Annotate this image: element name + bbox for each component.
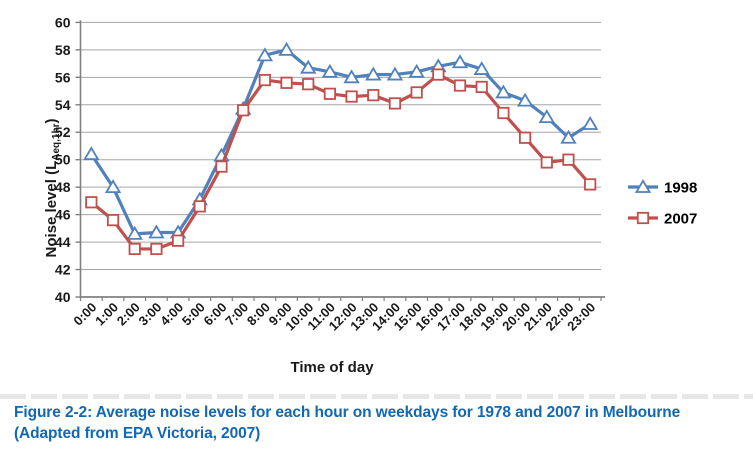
data-point-2007-22:00 xyxy=(562,153,575,166)
data-point-2007-23:00 xyxy=(584,178,597,191)
data-point-2007-3:00 xyxy=(150,242,163,256)
y-tick-label: 60 xyxy=(55,14,71,30)
data-point-2007-0:00 xyxy=(85,196,98,209)
legend-marker-1998 xyxy=(634,179,652,193)
data-point-1998-8:00 xyxy=(256,47,274,62)
data-point-1998-1:00 xyxy=(104,179,122,194)
data-point-2007-13:00 xyxy=(367,89,380,102)
figure-caption: Figure 2-2: Average noise levels for eac… xyxy=(14,402,744,444)
y-axis-title: Noise level (LAeq,1hr) xyxy=(43,119,62,258)
data-point-2007-4:00 xyxy=(171,234,185,247)
noise-level-line-chart: 40424446485052545658600:001:002:003:004:… xyxy=(43,14,697,376)
data-point-2007-1:00 xyxy=(106,214,120,227)
legend-label-2007: 2007 xyxy=(664,211,697,228)
y-tick-label: 42 xyxy=(55,262,71,278)
data-point-2007-2:00 xyxy=(128,242,141,256)
data-point-1998-23:00 xyxy=(581,116,599,130)
y-tick-label: 46 xyxy=(55,207,71,223)
data-point-2007-7:00 xyxy=(237,104,250,117)
data-point-2007-12:00 xyxy=(345,90,358,103)
data-point-2007-15:00 xyxy=(410,86,423,99)
data-point-1998-14:00 xyxy=(386,66,404,81)
data-point-1998-3:00 xyxy=(148,224,165,239)
data-point-1998-11:00 xyxy=(321,63,339,78)
data-point-1998-18:00 xyxy=(473,61,490,75)
chart-area: 40 42 44 46 48 50 52 54 56 58 60 0:00 1:00 2:00 3:00 4:… xyxy=(43,14,697,376)
data-point-1998-17:00 xyxy=(451,54,469,69)
series-line-2007 xyxy=(89,72,592,251)
data-point-2007-5:00 xyxy=(193,200,206,213)
data-point-2007-21:00 xyxy=(540,156,553,169)
data-point-1998-22:00 xyxy=(560,129,577,144)
x-axis-title: Time of day xyxy=(290,359,374,376)
y-tick-label: 44 xyxy=(55,234,71,250)
y-tick-label: 58 xyxy=(55,42,71,58)
legend-marker-2007 xyxy=(636,211,650,225)
data-point-1998-21:00 xyxy=(538,109,555,124)
data-point-1998-0:00 xyxy=(83,146,100,161)
data-point-1998-12:00 xyxy=(343,69,360,84)
data-point-2007-18:00 xyxy=(475,80,488,94)
data-point-1998-20:00 xyxy=(516,92,534,107)
data-point-1998-19:00 xyxy=(495,84,512,99)
data-point-2007-11:00 xyxy=(323,87,337,100)
y-tick-label: 54 xyxy=(55,97,71,113)
data-point-2007-14:00 xyxy=(388,97,402,110)
data-point-1998-13:00 xyxy=(365,66,382,81)
y-tick-label: 56 xyxy=(55,69,71,85)
y-tick-label: 40 xyxy=(55,289,71,305)
data-point-2007-10:00 xyxy=(302,78,315,91)
legend-label-1998: 1998 xyxy=(664,180,697,197)
data-point-2007-9:00 xyxy=(280,76,293,89)
data-point-1998-2:00 xyxy=(126,225,143,240)
data-point-2007-19:00 xyxy=(497,106,510,120)
y-tick-label: 52 xyxy=(55,124,71,140)
data-point-2007-16:00 xyxy=(432,68,445,81)
y-tick-label: 48 xyxy=(55,179,71,195)
figure-caption-line1: Figure 2-2: Average noise levels for eac… xyxy=(14,404,681,421)
figure-caption-line2: (Adapted from EPA Victoria, 2007) xyxy=(14,425,261,442)
data-point-2007-17:00 xyxy=(453,79,467,92)
y-tick-label: 50 xyxy=(55,152,71,168)
data-point-2007-20:00 xyxy=(518,131,532,144)
data-point-2007-6:00 xyxy=(215,160,228,173)
data-point-1998-9:00 xyxy=(278,41,295,56)
data-point-1998-10:00 xyxy=(300,59,317,74)
page-divider xyxy=(0,394,753,399)
data-point-2007-8:00 xyxy=(258,73,271,87)
data-point-1998-15:00 xyxy=(408,63,425,78)
